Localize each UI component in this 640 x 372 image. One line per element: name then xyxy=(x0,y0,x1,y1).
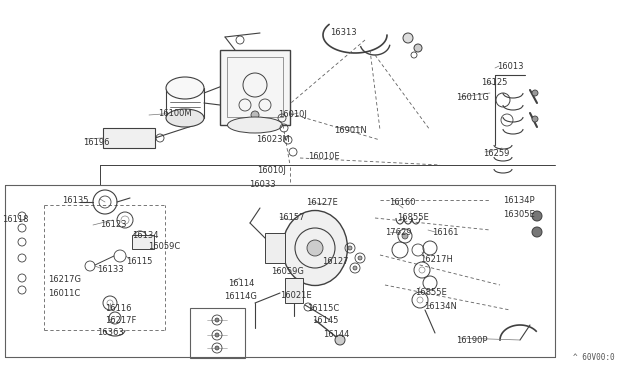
Circle shape xyxy=(335,335,345,345)
Text: 16190P: 16190P xyxy=(456,336,488,345)
Text: 16217H: 16217H xyxy=(420,255,453,264)
Bar xyxy=(5,185,555,357)
Circle shape xyxy=(307,240,323,256)
Text: 16855E: 16855E xyxy=(397,213,429,222)
Text: 16059G: 16059G xyxy=(271,267,304,276)
Text: 16011C: 16011C xyxy=(48,289,80,298)
Text: 16157: 16157 xyxy=(278,213,305,222)
Text: 16125: 16125 xyxy=(481,78,508,87)
Bar xyxy=(103,128,155,148)
Text: 16123: 16123 xyxy=(100,220,127,229)
Circle shape xyxy=(348,246,352,250)
Text: 16059C: 16059C xyxy=(148,242,180,251)
Text: 16010J: 16010J xyxy=(278,110,307,119)
Text: 16010E: 16010E xyxy=(308,152,340,161)
Text: 16116: 16116 xyxy=(105,304,131,313)
Bar xyxy=(265,233,285,263)
Text: 16023M: 16023M xyxy=(256,135,290,144)
Text: 16305E: 16305E xyxy=(503,210,535,219)
Circle shape xyxy=(532,211,542,221)
Text: 16145: 16145 xyxy=(312,316,339,325)
Text: 16160: 16160 xyxy=(389,198,415,207)
Text: 17629: 17629 xyxy=(385,228,412,237)
Circle shape xyxy=(353,266,357,270)
Text: 16144: 16144 xyxy=(323,330,349,339)
Text: 16033: 16033 xyxy=(249,180,276,189)
Text: 16259: 16259 xyxy=(483,149,509,158)
Text: 16013: 16013 xyxy=(497,62,524,71)
Text: 16115: 16115 xyxy=(126,257,152,266)
Ellipse shape xyxy=(166,109,204,127)
Circle shape xyxy=(532,90,538,96)
Text: 16011G: 16011G xyxy=(456,93,489,102)
Text: 16313: 16313 xyxy=(330,28,356,37)
Text: 16010J: 16010J xyxy=(257,166,286,175)
Circle shape xyxy=(532,116,538,122)
Bar xyxy=(190,308,245,358)
Text: 16217F: 16217F xyxy=(105,316,136,325)
Text: 16133: 16133 xyxy=(97,265,124,274)
Text: 16114G: 16114G xyxy=(224,292,257,301)
Text: 16100M: 16100M xyxy=(158,109,191,118)
Circle shape xyxy=(215,333,219,337)
Circle shape xyxy=(402,233,408,239)
Text: 16021E: 16021E xyxy=(280,291,312,300)
Text: 16363: 16363 xyxy=(97,328,124,337)
Text: 16127: 16127 xyxy=(322,257,349,266)
Text: 16134N: 16134N xyxy=(424,302,457,311)
Text: 16135: 16135 xyxy=(62,196,88,205)
Text: 16217G: 16217G xyxy=(48,275,81,284)
Circle shape xyxy=(251,111,259,119)
Bar xyxy=(227,57,283,117)
Circle shape xyxy=(532,227,542,237)
Text: 16134P: 16134P xyxy=(503,196,534,205)
Text: 16134: 16134 xyxy=(132,231,159,240)
Ellipse shape xyxy=(227,117,282,133)
Ellipse shape xyxy=(166,77,204,99)
Circle shape xyxy=(403,33,413,43)
Text: ^ 60V00:0: ^ 60V00:0 xyxy=(573,353,615,362)
Text: 16115C: 16115C xyxy=(307,304,339,313)
Circle shape xyxy=(215,346,219,350)
Bar xyxy=(132,235,154,249)
Circle shape xyxy=(358,256,362,260)
Bar xyxy=(285,278,303,303)
Text: 16901N: 16901N xyxy=(334,126,367,135)
Text: 16118: 16118 xyxy=(2,215,29,224)
Bar xyxy=(220,50,290,125)
Text: 16855E: 16855E xyxy=(415,288,447,297)
Text: 16127E: 16127E xyxy=(306,198,338,207)
Circle shape xyxy=(414,44,422,52)
Ellipse shape xyxy=(282,211,348,285)
Text: 16161: 16161 xyxy=(432,228,458,237)
Text: 16114: 16114 xyxy=(228,279,254,288)
Circle shape xyxy=(215,318,219,322)
Text: 16196: 16196 xyxy=(83,138,109,147)
